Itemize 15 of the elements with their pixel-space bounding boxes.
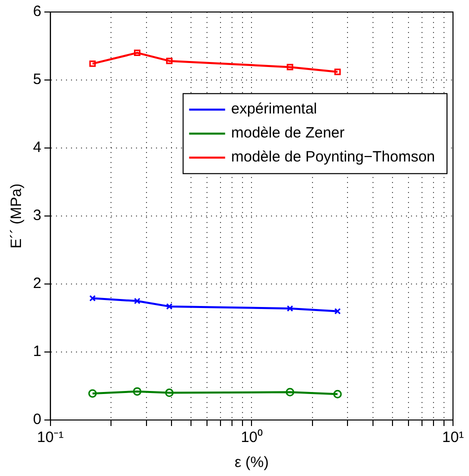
- y-axis-title: E´´ (MPa): [8, 184, 26, 248]
- y-tick-label: 1: [33, 343, 42, 360]
- legend-label: modèle de Zener: [231, 124, 345, 142]
- y-tick-label: 2: [33, 275, 42, 292]
- x-tick-label: 10¹: [442, 429, 464, 446]
- x-tick-label: 10⁻¹: [37, 429, 64, 446]
- y-tick-label: 6: [33, 3, 42, 20]
- legend-label: expérimental: [231, 100, 318, 118]
- y-tick-label: 4: [33, 139, 42, 156]
- y-tick-label: 3: [33, 207, 42, 224]
- legend-label: modèle de Poynting−Thomson: [231, 148, 436, 166]
- x-tick-label: 10⁰: [240, 429, 263, 446]
- y-tick-label: 0: [33, 411, 42, 428]
- x-axis-title: ε (%): [234, 454, 269, 472]
- y-tick-label: 5: [33, 71, 42, 88]
